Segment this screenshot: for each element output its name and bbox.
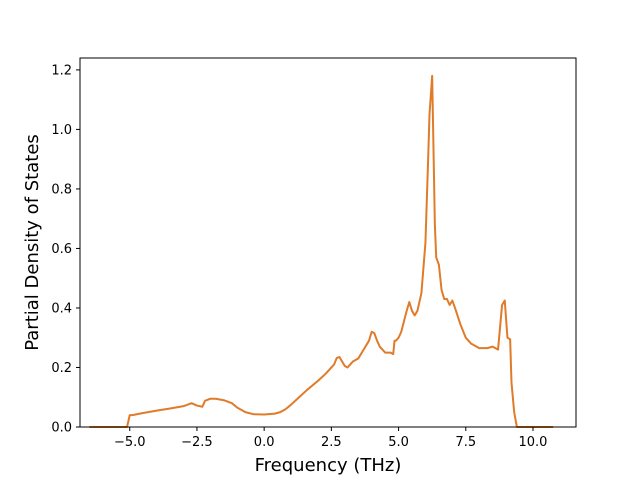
series-line bbox=[89, 74, 554, 428]
y-axis: 0.0 0.2 0.4 0.6 0.8 1.0 1.2 bbox=[51, 63, 80, 436]
x-tick-label: 10.0 bbox=[519, 435, 548, 450]
y-tick-label: 1.0 bbox=[51, 123, 72, 138]
plot-area bbox=[89, 74, 554, 428]
y-tick-label: 0.6 bbox=[51, 242, 72, 257]
y-axis-label: Partial Density of States bbox=[22, 134, 43, 351]
x-tick-label: 7.5 bbox=[455, 435, 476, 450]
x-axis: −5.0 −2.5 0.0 2.5 5.0 7.5 10.0 bbox=[114, 427, 548, 450]
y-tick-label: 0.8 bbox=[51, 182, 72, 197]
x-tick-label: 0.0 bbox=[254, 435, 275, 450]
x-tick-label: −5.0 bbox=[114, 435, 146, 450]
y-tick-label: 0.4 bbox=[51, 301, 72, 316]
y-tick-label: 1.2 bbox=[51, 63, 72, 78]
x-tick-label: 5.0 bbox=[388, 435, 409, 450]
x-tick-label: −2.5 bbox=[181, 435, 213, 450]
x-axis-label: Frequency (THz) bbox=[255, 455, 402, 476]
y-tick-label: 0.0 bbox=[51, 421, 72, 436]
plot-frame bbox=[79, 57, 577, 428]
x-tick-label: 2.5 bbox=[321, 435, 342, 450]
y-tick-label: 0.2 bbox=[51, 361, 72, 376]
